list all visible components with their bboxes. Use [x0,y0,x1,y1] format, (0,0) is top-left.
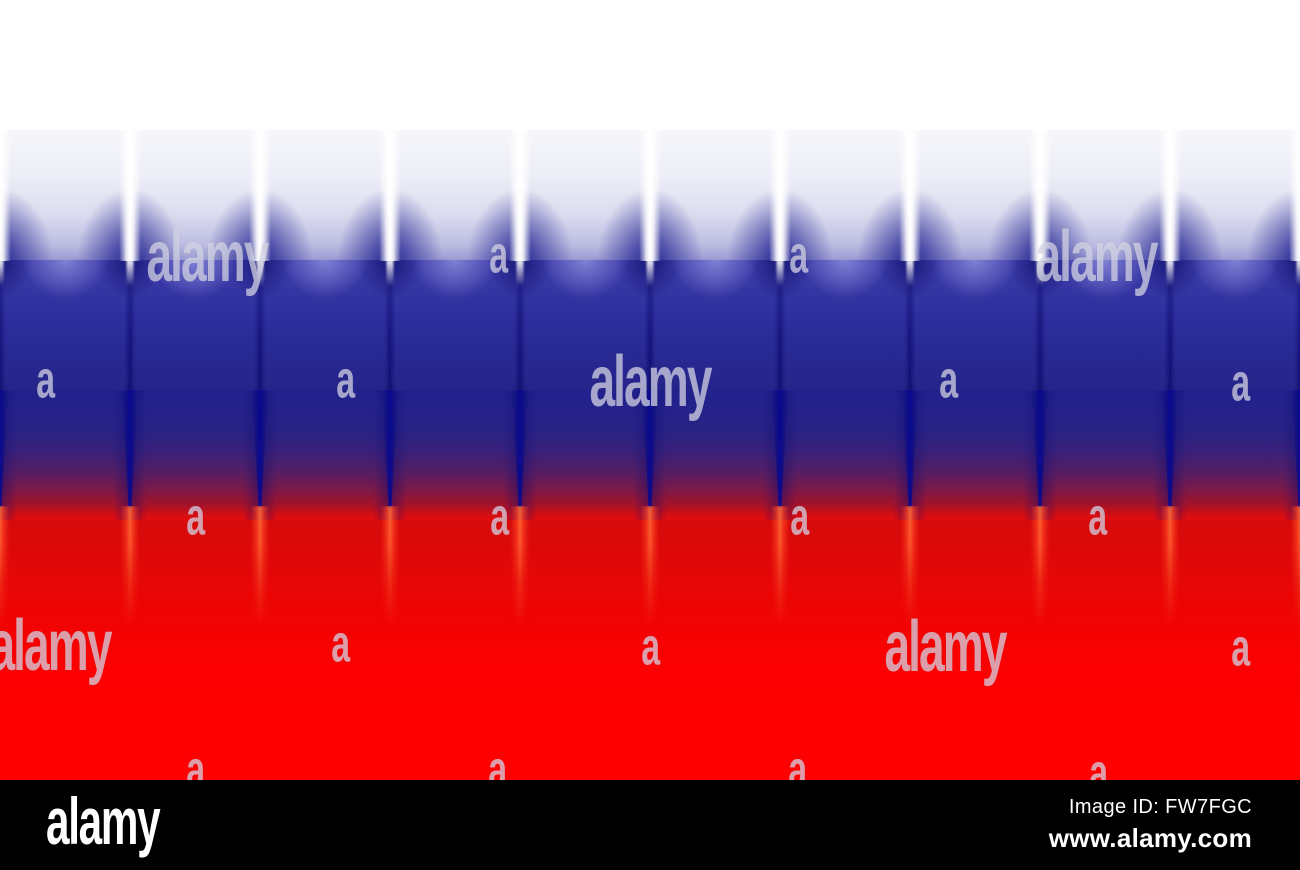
gradient-tile [1040,260,1170,390]
gradient-tile [390,520,520,650]
gradient-tile [260,390,390,520]
tile-band-row1 [0,130,1300,260]
gradient-tile [520,130,650,260]
alamy-letter-watermark: a [789,225,808,285]
gradient-tile [650,390,780,520]
gradient-tile [910,260,1040,390]
gradient-tile [1040,390,1170,520]
gradient-tile [780,260,910,390]
alamy-letter-watermark: a [36,350,55,410]
gradient-tile [780,390,910,520]
gradient-tile [1170,390,1300,520]
gradient-tile [260,130,390,260]
gradient-tile [1040,130,1170,260]
alamy-watermark: alamy [0,606,112,686]
gradient-tile [650,260,780,390]
tile-band-row2 [0,260,1300,390]
alamy-logo: alamy [46,784,161,858]
gradient-tile [780,130,910,260]
alamy-letter-watermark: a [186,487,205,547]
gradient-tile [390,130,520,260]
gradient-tile [130,260,260,390]
watermark-bar: alamy Image ID: FW7FGC www.alamy.com [0,780,1300,870]
gradient-tile [0,520,130,650]
gradient-tile [130,130,260,260]
alamy-letter-watermark: a [1231,618,1250,678]
image-id-text: Image ID: FW7FGC [1068,796,1252,818]
alamy-letter-watermark: a [788,740,807,781]
alamy-letter-watermark: a [790,487,809,547]
tile-band-row3 [0,390,1300,520]
gradient-tile [0,130,130,260]
gradient-tile [910,130,1040,260]
artwork-flag-tiles: alamy alamy alamy alamy alamy a a a a a a a a a a a a a a a… [0,0,1300,781]
alamy-watermark: alamy [589,342,712,422]
gradient-tile [1170,520,1300,650]
tile-band-row0 [0,0,1300,130]
gradient-tile [910,390,1040,520]
gradient-tile [0,260,130,390]
gradient-tile [390,260,520,390]
alamy-letter-watermark: a [488,740,507,781]
alamy-letter-watermark: a [641,617,660,677]
alamy-letter-watermark: a [1231,353,1250,413]
gradient-tile [390,390,520,520]
tile-band-row4 [0,520,1300,650]
alamy-letter-watermark: a [331,614,350,674]
gradient-tile [650,520,780,650]
alamy-watermark: alamy [146,217,269,297]
gradient-tile [910,520,1040,650]
alamy-watermark: alamy [1035,217,1158,297]
alamy-letter-watermark: a [939,350,958,410]
alamy-letter-watermark: a [1088,487,1107,547]
alamy-letter-watermark: a [1089,743,1108,781]
alamy-letter-watermark: a [489,225,508,285]
gradient-tile [130,390,260,520]
gradient-tile [650,130,780,260]
gradient-tile [0,390,130,520]
alamy-url-text: www.alamy.com [1048,823,1252,853]
gradient-tile [130,520,260,650]
gradient-tile [1040,520,1170,650]
alamy-watermark: alamy [884,607,1007,687]
alamy-letter-watermark: a [490,487,509,547]
gradient-tile [520,520,650,650]
gradient-tile [260,260,390,390]
alamy-letter-watermark: a [336,350,355,410]
gradient-tile [1170,260,1300,390]
gradient-tile [1170,130,1300,260]
footer-credit-block: Image ID: FW7FGC www.alamy.com [1049,796,1252,854]
tile-band-row5 [0,650,1300,780]
gradient-tile [260,520,390,650]
alamy-letter-watermark: a [186,740,205,781]
gradient-tile [520,390,650,520]
gradient-tile [520,260,650,390]
gradient-tile [780,520,910,650]
